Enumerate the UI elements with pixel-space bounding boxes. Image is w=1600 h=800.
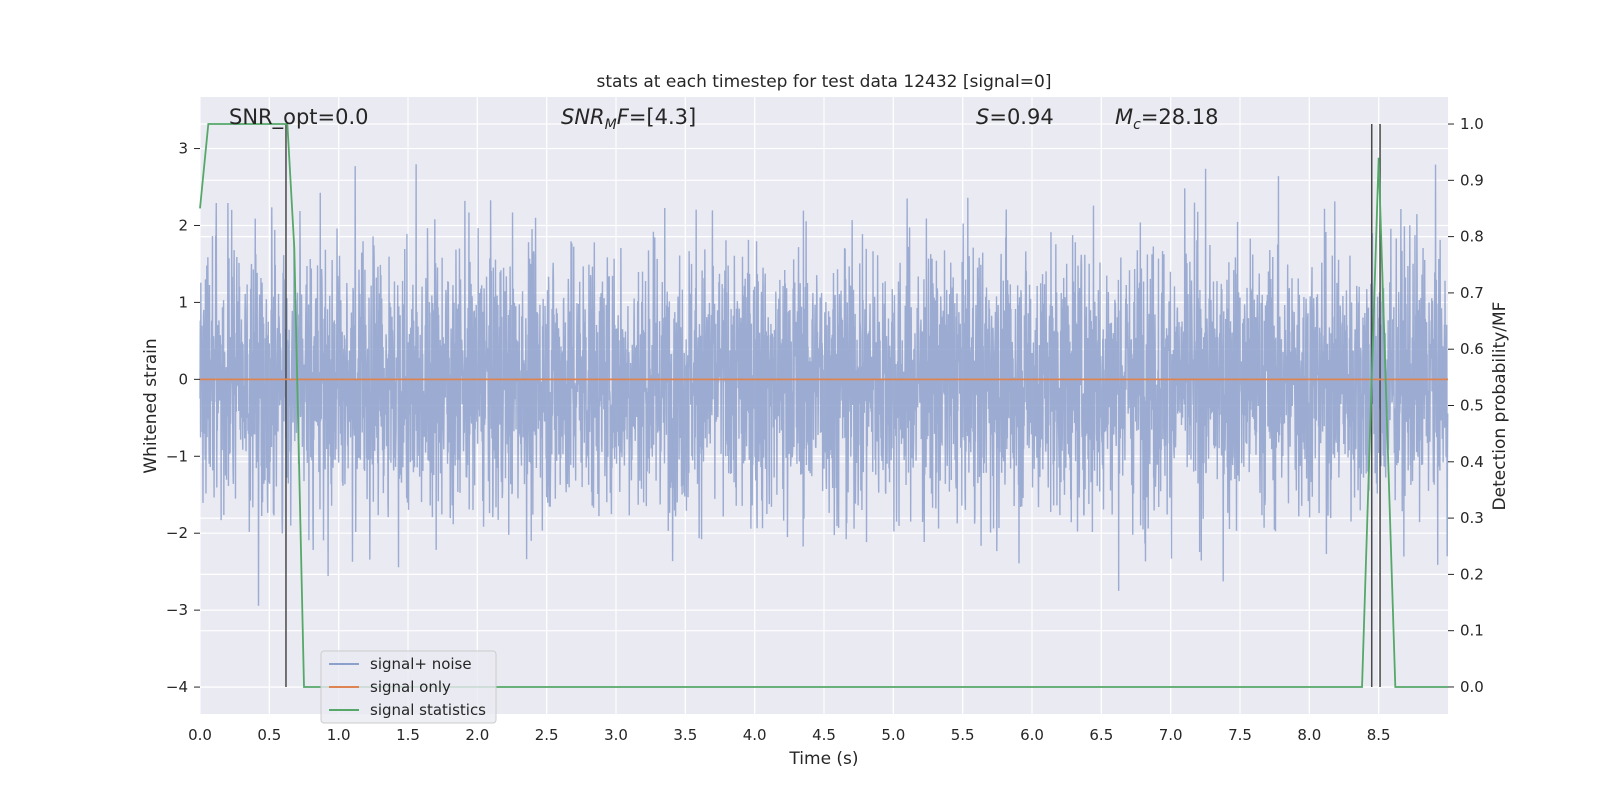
x-tick-label-6: 3.0 [604,726,628,744]
x-tick-label-14: 7.0 [1159,726,1183,744]
x-tick-label-17: 8.5 [1367,726,1391,744]
annotation-snr-mf: SNRMF=[4.3] [561,105,696,133]
legend-label-1: signal only [370,678,451,696]
y-tick-label-2: −2 [166,524,188,542]
y-tick-label-6: 2 [178,216,188,234]
x-tick-label-2: 1.0 [327,726,351,744]
y-right-tick-label-0: 0.0 [1460,678,1484,696]
y-right-tick-label-1: 0.1 [1460,622,1484,640]
y-axis-right-label: Detection probability/MF [1490,302,1510,511]
x-tick-label-1: 0.5 [257,726,281,744]
x-tick-label-12: 6.0 [1020,726,1044,744]
y-axis-right-ticks: 0.0 0.1 0.2 0.3 0.4 0.5 0.6 0.7 0.8 0.9 1.0 [1448,115,1484,696]
y-right-tick-label-6: 0.6 [1460,340,1484,358]
y-right-tick-label-9: 0.9 [1460,171,1484,189]
series-line-signal-statistics [199,123,1448,688]
annotation-snr-opt: SNR_opt=0.0 [229,105,369,130]
x-tick-label-4: 2.0 [465,726,489,744]
series-lines [199,123,1448,688]
annotation-snr-mf-value: =[4.3] [629,105,696,129]
x-tick-label-8: 4.0 [743,726,767,744]
annotation-s: S=0.94 [976,105,1054,129]
legend-label-0: signal+ noise [370,655,472,673]
plot-area [199,97,1449,714]
annotation-s-symbol: S [976,105,989,129]
x-tick-label-7: 3.5 [673,726,697,744]
y-tick-label-3: −1 [166,447,188,465]
annotation-mc-value: =28.18 [1141,105,1219,129]
x-tick-label-15: 7.5 [1228,726,1252,744]
y-axis-label: Whitened strain [141,338,161,473]
annotation-mc: Mc=28.18 [1115,105,1219,133]
annotation-mc-sub: c [1133,117,1141,133]
chart-title: stats at each timestep for test data 124… [597,72,1052,92]
y-tick-label-0: −4 [166,678,188,696]
y-right-tick-label-3: 0.3 [1460,509,1484,527]
y-right-tick-label-4: 0.4 [1460,453,1484,471]
x-tick-label-0: 0.0 [188,726,212,744]
annotation-s-value: =0.94 [989,105,1053,129]
y-tick-label-7: 3 [178,140,188,158]
x-tick-label-16: 8.0 [1297,726,1321,744]
y-right-tick-label-8: 0.8 [1460,228,1484,246]
x-tick-label-5: 2.5 [535,726,559,744]
annotation-mc-symbol: M [1115,105,1133,129]
y-tick-label-4: 0 [178,370,188,388]
legend-label-2: signal statistics [370,701,486,719]
y-tick-label-5: 1 [178,293,188,311]
x-tick-label-11: 5.5 [951,726,975,744]
x-tick-label-9: 4.5 [812,726,836,744]
x-tick-label-10: 5.0 [881,726,905,744]
y-right-tick-label-10: 1.0 [1460,115,1484,133]
annotation-snr-mf-sub: M [605,117,617,133]
annotation-snr-mf-symbol: SNR [561,105,605,129]
x-tick-label-3: 1.5 [396,726,420,744]
y-tick-label-1: −3 [166,601,188,619]
series-line-signal-noise [199,164,1449,606]
annotations: SNR_opt=0.0 SNRMF=[4.3] S=0.94 Mc=28.18 [229,105,1219,133]
legend-box [320,650,497,724]
x-tick-label-13: 6.5 [1089,726,1113,744]
annotation-snr-mf-suffix: F [617,105,630,129]
y-right-tick-label-5: 0.5 [1460,397,1484,415]
legend: signal+ noise signal only signal statistic… [320,650,497,724]
x-axis-label: Time (s) [788,749,858,769]
x-axis-ticks: 0.0 0.5 1.0 1.5 2.0 2.5 3.0 3.5 4.0 4.5 5.0 5.5 6.0 6… [188,726,1391,744]
y-right-tick-label-7: 0.7 [1460,284,1484,302]
series-signal-noise [199,164,1449,606]
y-axis-ticks: −4 −3 −2 −1 0 1 2 3 [166,140,200,696]
y-right-tick-label-2: 0.2 [1460,565,1484,583]
